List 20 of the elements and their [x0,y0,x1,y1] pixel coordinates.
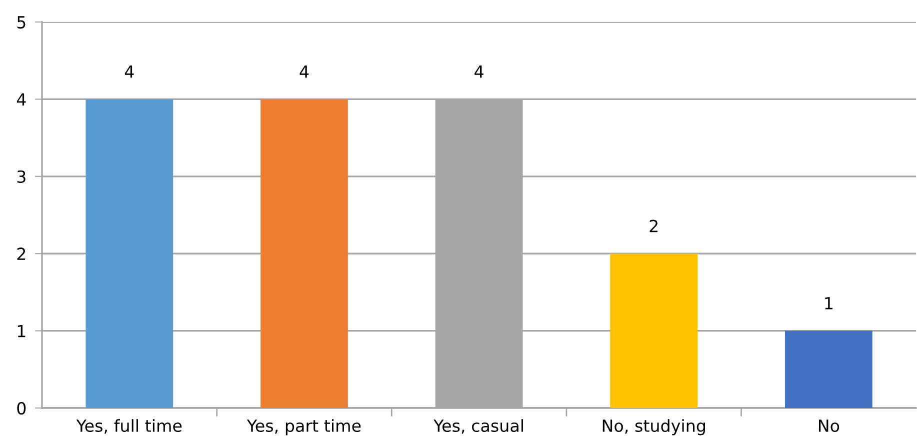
y-tick-label: 5 [17,16,26,29]
y-tick-label: 4 [16,93,26,106]
y-tick-label: 1 [18,324,26,338]
data-label: 2 [650,220,658,232]
y-tick-label: 3 [17,170,26,183]
bar [86,99,174,408]
x-tick-label: Yes, part time [246,419,361,436]
bar [784,330,872,408]
y-tick-label: 2 [17,248,26,260]
data-label: 4 [300,66,309,78]
x-tick-label: Yes, casual [434,419,523,434]
data-label: 4 [474,66,484,78]
data-label: 4 [124,66,134,78]
data-label: 1 [825,297,832,310]
bar [260,99,348,408]
y-tick-label: 0 [17,402,26,415]
bar [610,254,698,408]
x-tick-label: No [818,420,840,432]
x-tick-label: No, studying [602,419,705,436]
x-tick-label: Yes, full time [76,419,182,434]
